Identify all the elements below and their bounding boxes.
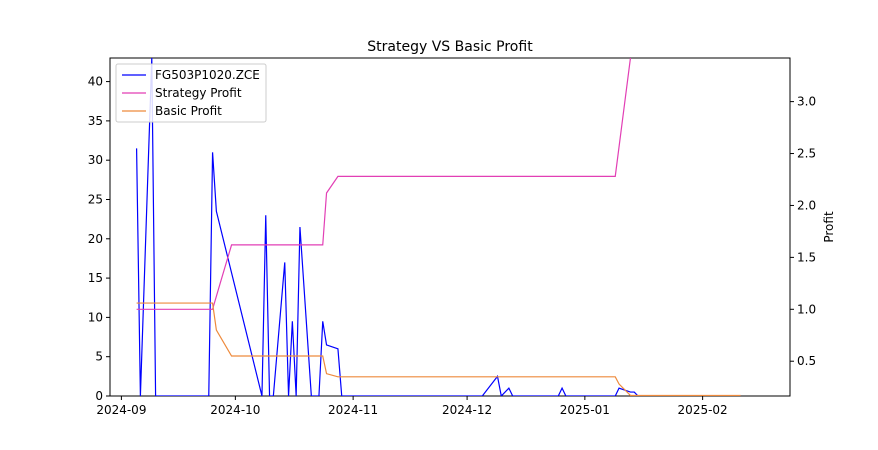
series-line-0: [135, 58, 741, 396]
chart-title: Strategy VS Basic Profit: [367, 39, 533, 55]
x-axis: 2024-09 2024-10 2024-11 2024-12 2025-01 2025-…: [96, 396, 728, 417]
y-left-tick-label: 25: [88, 192, 103, 206]
y-left-tick-label: 0: [95, 389, 103, 403]
legend-label-1: Strategy Profit: [155, 86, 242, 100]
series-line-1: [136, 58, 632, 310]
y-right-tick-label: 1.0: [797, 302, 816, 316]
legend: FG503P1020.ZCE Strategy Profit Basic Profi…: [115, 63, 267, 123]
y-axis-right-label: Profit: [822, 211, 836, 243]
y-left-tick-label: 40: [88, 75, 103, 89]
x-tick-label: 2025-01: [560, 403, 610, 417]
y-left-tick-label: 5: [95, 350, 103, 364]
legend-label-0: FG503P1020.ZCE: [155, 68, 260, 82]
y-left-tick-label: 15: [88, 271, 103, 285]
y-left-tick-label: 30: [88, 153, 103, 167]
y-right-tick-label: 2.0: [797, 198, 816, 212]
x-tick-label: 2024-11: [328, 403, 378, 417]
y-left-tick-label: 35: [88, 114, 103, 128]
y-right-tick-label: 1.5: [797, 250, 816, 264]
legend-box: [115, 63, 267, 123]
legend-label-2: Basic Profit: [155, 104, 222, 118]
x-tick-label: 2024-10: [210, 403, 260, 417]
x-tick-label: 2024-09: [96, 403, 146, 417]
y-axis-right: 0.5 1.0 1.5 2.0 2.5 3.0: [790, 95, 816, 368]
y-left-tick-label: 10: [88, 310, 103, 324]
y-right-tick-label: 3.0: [797, 95, 816, 109]
y-right-tick-label: 2.5: [797, 147, 816, 161]
x-tick-label: 2025-02: [678, 403, 728, 417]
y-left-tick-label: 20: [88, 232, 103, 246]
y-right-tick-label: 0.5: [797, 354, 816, 368]
series-line-2: [136, 302, 741, 396]
x-tick-label: 2024-12: [442, 403, 492, 417]
y-axis-left: 0 5 10 15 20 25 30 35 40: [88, 75, 110, 403]
series-layer: [135, 58, 741, 396]
